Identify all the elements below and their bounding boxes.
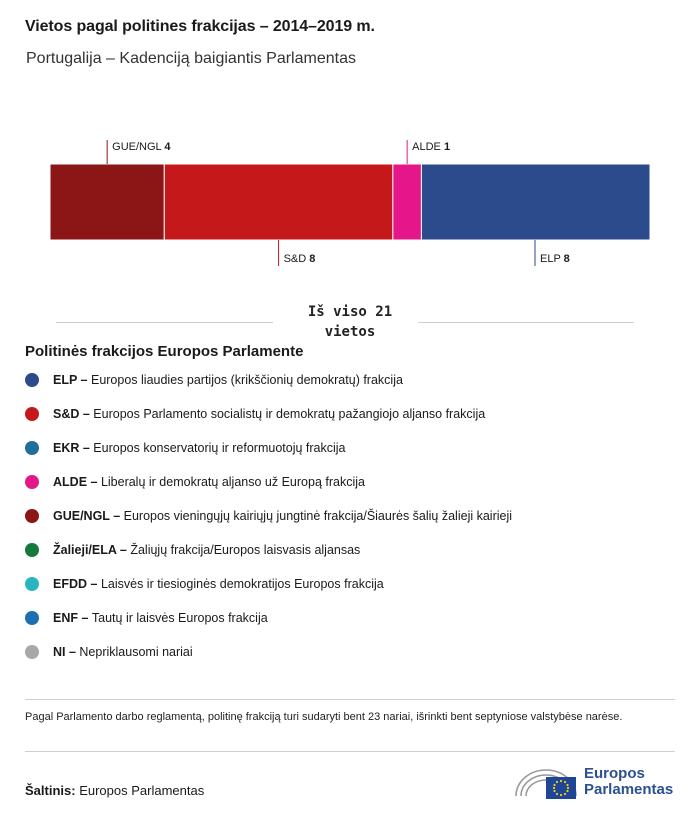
legend-text: NI – Nepriklausomi nariai [53,643,193,661]
legend-abbr: Žalieji/ELA – [53,543,131,557]
legend: ELP – Europos liaudies partijos (krikšči… [25,371,685,677]
legend-text: EKR – Europos konservatorių ir reformuot… [53,439,346,457]
segment-label: GUE/NGL 4 [112,141,171,153]
legend-abbr: EKR – [53,441,94,455]
legend-abbr: ELP – [53,373,91,387]
total-divider-left [56,322,273,323]
total-seats: Iš viso 21 vietos [240,302,460,342]
legend-abbr: NI – [53,645,80,659]
legend-text: GUE/NGL – Europos vieningųjų kairiųjų ju… [53,507,512,525]
legend-text: Žalieji/ELA – Žaliųjų frakcija/Europos l… [53,541,360,559]
legend-item: Žalieji/ELA – Žaliųjų frakcija/Europos l… [25,541,685,575]
legend-dot [25,509,39,523]
ep-logo-text: Europos Parlamentas [584,766,673,798]
legend-dot [25,373,39,387]
ep-logo-line2: Parlamentas [584,781,674,798]
legend-text: EFDD – Laisvės ir tiesioginės demokratij… [53,575,384,593]
legend-abbr: EFDD – [53,577,101,591]
legend-description: Europos liaudies partijos (krikščionių d… [90,373,403,387]
legend-description: Liberalų ir demokratų aljanso už Europą … [100,475,365,489]
legend-text: ALDE – Liberalų ir demokratų aljanso už … [53,473,365,491]
legend-item: NI – Nepriklausomi nariai [25,643,685,677]
total-seats-line1: Iš viso 21 [307,304,393,320]
legend-dot [25,543,39,557]
total-divider-right [418,322,634,323]
segment-label: S&D 8 [284,253,316,265]
legend-dot [25,611,39,625]
legend-dot [25,577,39,591]
legend-dot [25,407,39,421]
bar-segment-s-d [163,163,394,241]
source-value: Europos Parlamentas [79,783,205,798]
legend-description: Nepriklausomi nariai [79,645,193,659]
page-title: Vietos pagal politines frakcijas – 2014–… [25,18,375,35]
legend-dot [25,645,39,659]
legend-text: S&D – Europos Parlamento socialistų ir d… [53,405,485,423]
legend-description: Žaliųjų frakcija/Europos laisvasis aljan… [130,543,361,557]
segment-label: ELP 8 [540,253,570,265]
footnote: Pagal Parlamento darbo reglamentą, polit… [25,711,623,723]
legend-item: EFDD – Laisvės ir tiesioginės demokratij… [25,575,685,609]
seat-bar-chart: GUE/NGL 4 S&D 8 ALDE 1 ELP 8 [49,140,651,266]
bar-segment-gue-ngl [49,163,165,241]
legend-abbr: S&D – [53,407,94,421]
legend-dot [25,441,39,455]
note-divider-top [25,699,675,700]
legend-item: S&D – Europos Parlamento socialistų ir d… [25,405,685,439]
legend-description: Laisvės ir tiesioginės demokratijos Euro… [100,577,384,591]
legend-abbr: GUE/NGL – [53,509,124,523]
legend-dot [25,475,39,489]
legend-abbr: ENF – [53,611,92,625]
legend-description: Europos Parlamento socialistų ir demokra… [93,407,486,421]
note-divider-bottom [25,751,675,752]
bar-segment-elp [420,163,651,241]
total-seats-line2: vietos [324,324,376,340]
legend-description: Tautų ir laisvės Europos frakcija [91,611,268,625]
source-label: Šaltinis: [25,783,76,798]
page-subtitle: Portugalija – Kadenciją baigiantis Parla… [26,50,356,67]
legend-item: ALDE – Liberalų ir demokratų aljanso už … [25,473,685,507]
legend-item: ENF – Tautų ir laisvės Europos frakcija [25,609,685,643]
source: Šaltinis: Europos Parlamentas [25,783,204,798]
legend-title: Politinės frakcijos Europos Parlamente [25,343,304,360]
ep-logo-icon [515,769,577,799]
legend-abbr: ALDE – [53,475,101,489]
legend-text: ENF – Tautų ir laisvės Europos frakcija [53,609,268,627]
legend-item: ELP – Europos liaudies partijos (krikšči… [25,371,685,405]
segment-label: ALDE 1 [412,141,450,153]
legend-description: Europos vieningųjų kairiųjų jungtinė fra… [123,509,513,523]
legend-item: GUE/NGL – Europos vieningųjų kairiųjų ju… [25,507,685,541]
legend-description: Europos konservatorių ir reformuotojų fr… [93,441,346,455]
legend-text: ELP – Europos liaudies partijos (krikšči… [53,371,403,389]
ep-logo: Europos Parlamentas [512,760,682,804]
ep-logo-line1: Europos [584,765,645,782]
legend-item: EKR – Europos konservatorių ir reformuot… [25,439,685,473]
bar-segment-alde [392,163,422,241]
